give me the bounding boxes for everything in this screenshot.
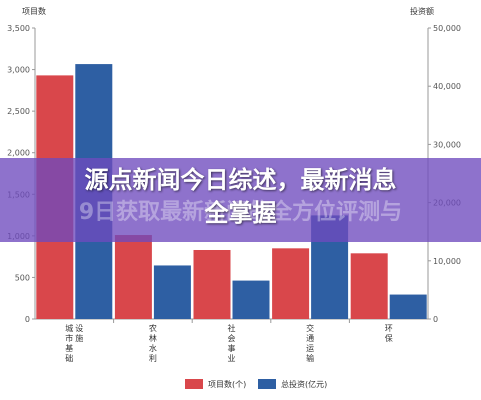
bar-projects bbox=[193, 249, 231, 319]
headline-banner: 9日获取最新新闻的全方位评测与 源点新闻今日综述，最新消息 全掌握 bbox=[0, 158, 481, 242]
legend-swatch-projects bbox=[185, 379, 203, 389]
chart-legend: 项目数(个) 总投资(亿元) bbox=[185, 379, 327, 389]
banner-background-text: 9日获取最新新闻的全方位评测与 bbox=[78, 200, 403, 225]
y-tick-label: 0 bbox=[25, 315, 30, 324]
y-tick-label: 2,500 bbox=[7, 107, 30, 116]
y-tick-label: 3,000 bbox=[7, 66, 30, 75]
x-category-label: 交通运输 bbox=[306, 323, 314, 363]
legend-label-investment: 总投资(亿元) bbox=[281, 379, 327, 389]
bar-projects bbox=[350, 253, 388, 319]
banner-title-line-1: 源点新闻今日综述，最新消息 bbox=[84, 166, 397, 194]
bar-projects bbox=[114, 235, 152, 319]
y2-tick-label: 50,000 bbox=[433, 24, 461, 33]
y2-tick-label: 40,000 bbox=[433, 82, 461, 91]
bar-investment bbox=[232, 280, 270, 319]
x-category-label: 社会事业 bbox=[228, 323, 236, 363]
x-category-label: 城市基础设施 bbox=[65, 323, 83, 363]
y-tick-label: 500 bbox=[15, 273, 30, 282]
bar-investment bbox=[153, 265, 191, 319]
banner-title[interactable]: 源点新闻今日综述，最新消息 全掌握 bbox=[0, 164, 481, 230]
y2-axis-title: 投资额 bbox=[410, 6, 434, 16]
bar-projects bbox=[272, 248, 310, 319]
legend-swatch-investment bbox=[258, 379, 276, 389]
bar-investment bbox=[389, 294, 427, 319]
banner-title-line-2: 全掌握 bbox=[204, 199, 277, 227]
y2-tick-label: 10,000 bbox=[433, 257, 461, 266]
chart-labels: 05001,0001,5002,0002,5003,0003,500010,00… bbox=[7, 24, 461, 363]
y2-tick-label: 0 bbox=[433, 315, 438, 324]
x-category-label: 农林水利 bbox=[149, 323, 157, 363]
y2-tick-label: 30,000 bbox=[433, 140, 461, 149]
y-tick-label: 3,500 bbox=[7, 24, 30, 33]
x-category-label: 环保 bbox=[385, 324, 393, 343]
legend-label-projects: 项目数(个) bbox=[208, 379, 246, 389]
y-axis-title: 项目数 bbox=[22, 6, 46, 16]
y-tick-label: 2,000 bbox=[7, 149, 30, 158]
